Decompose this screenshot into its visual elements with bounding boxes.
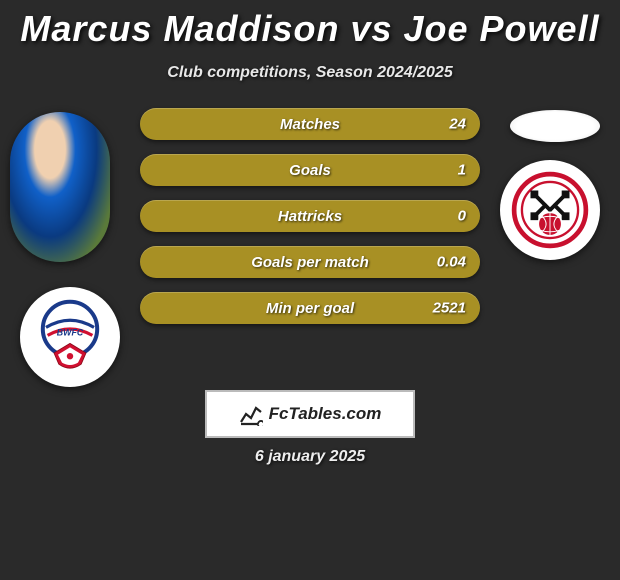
player-right-photo-placeholder xyxy=(510,110,600,142)
stat-right-value: 0.04 xyxy=(437,254,466,271)
stat-row-goals-per-match: Goals per match 0.04 xyxy=(140,246,480,278)
stat-right-value: 2521 xyxy=(433,300,466,317)
stat-label: Hattricks xyxy=(278,208,342,225)
stat-label: Goals xyxy=(289,162,331,179)
subtitle: Club competitions, Season 2024/2025 xyxy=(0,64,620,82)
stat-label: Goals per match xyxy=(251,254,369,271)
stat-rows: Matches 24 Goals 1 Hattricks 0 Goals per… xyxy=(140,108,480,338)
stat-row-min-per-goal: Min per goal 2521 xyxy=(140,292,480,324)
page-title: Marcus Maddison vs Joe Powell xyxy=(0,0,620,50)
brand-name: FcTables.com xyxy=(269,404,382,424)
bolton-badge-icon: BWFC xyxy=(30,297,110,377)
stat-right-value: 24 xyxy=(449,116,466,133)
svg-text:BWFC: BWFC xyxy=(57,327,84,337)
stat-row-matches: Matches 24 xyxy=(140,108,480,140)
fctables-logo-icon xyxy=(239,402,263,426)
stat-row-goals: Goals 1 xyxy=(140,154,480,186)
player-left-photo xyxy=(10,112,110,262)
date-label: 6 january 2025 xyxy=(0,448,620,466)
stat-right-value: 1 xyxy=(456,162,466,179)
club-badge-left: BWFC xyxy=(20,287,120,387)
stat-label: Matches xyxy=(280,116,340,133)
stat-row-hattricks: Hattricks 0 xyxy=(140,200,480,232)
brand-box: FcTables.com xyxy=(205,390,415,438)
club-badge-right xyxy=(500,160,600,260)
stat-right-value: 0 xyxy=(456,208,466,225)
rotherham-badge-icon xyxy=(511,171,589,249)
stat-label: Min per goal xyxy=(266,300,354,317)
stats-area: BWFC Matches xyxy=(0,112,620,412)
